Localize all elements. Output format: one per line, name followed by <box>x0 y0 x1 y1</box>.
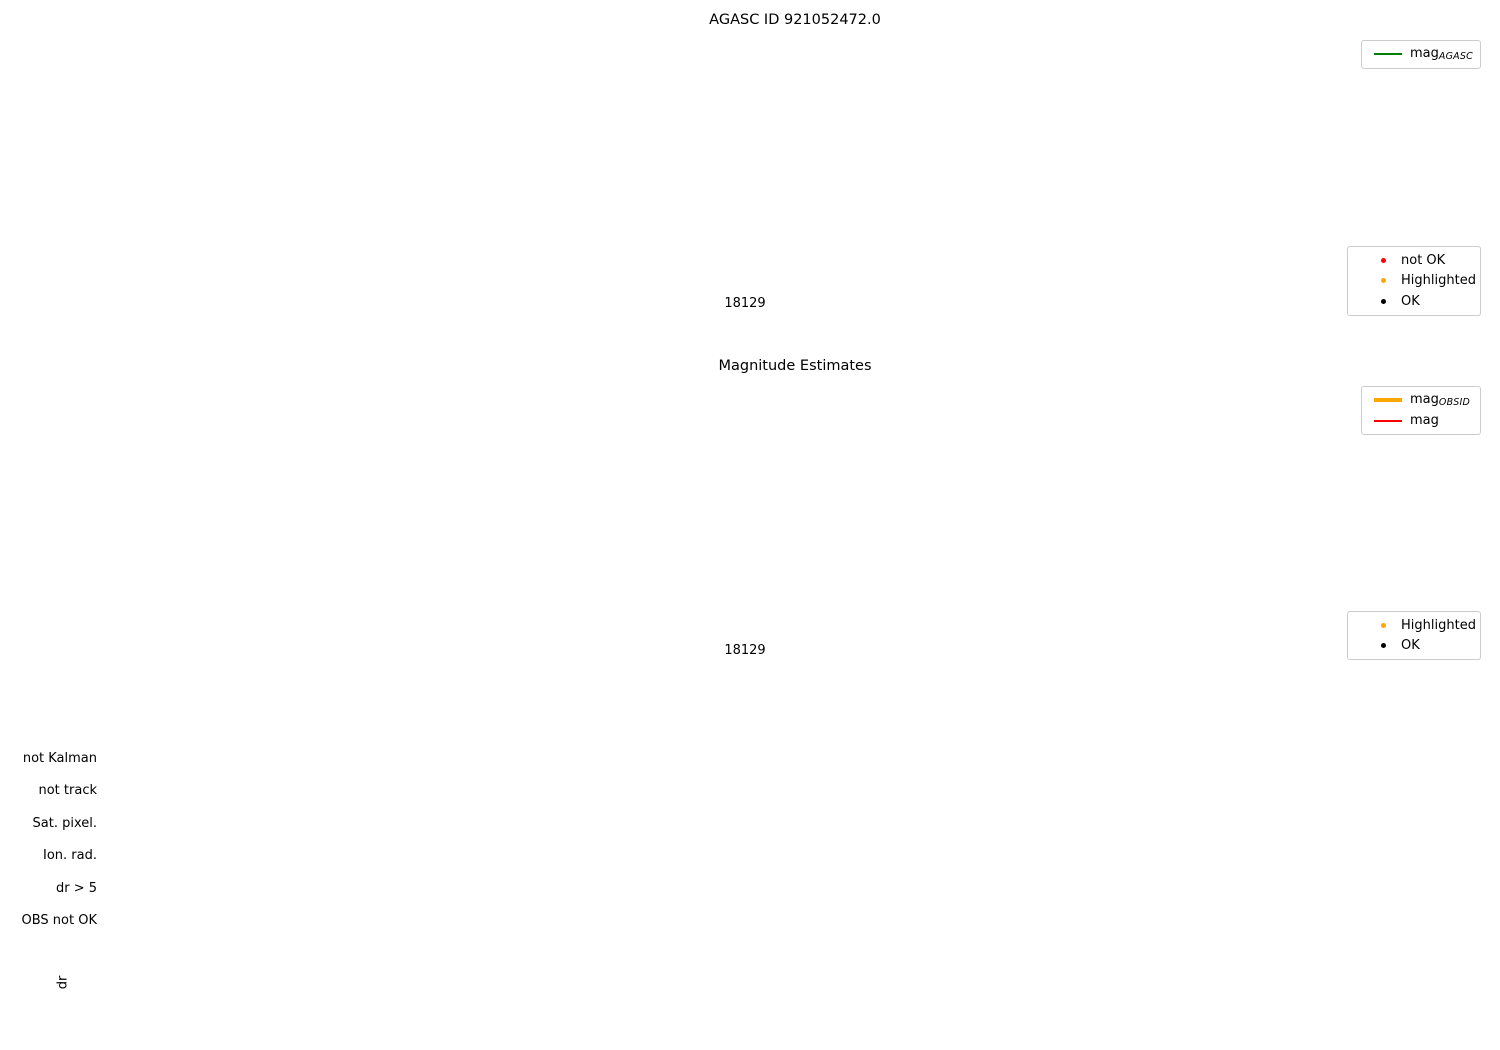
obsid-label-middle: 18129 <box>724 643 766 658</box>
orange-dot-icon <box>1381 622 1386 628</box>
legend-item-highlighted: Highlighted <box>1352 271 1476 292</box>
legend-item-ok: OK <box>1352 291 1476 312</box>
black-dot-icon <box>1381 643 1386 649</box>
middle-plot-title: Magnitude Estimates <box>718 358 872 374</box>
legend-label: OK <box>1401 293 1420 309</box>
legend-item-highlighted: Highlighted <box>1352 615 1476 636</box>
red-dot-icon <box>1381 257 1386 263</box>
legend-label: magOBSID <box>1410 392 1471 409</box>
legend-mag-lines: magOBSID mag <box>1361 386 1481 435</box>
legend-item-not-ok: not OK <box>1352 250 1476 271</box>
black-dot-icon <box>1381 298 1386 304</box>
flag-label-sat-pixel: Sat. pixel. <box>32 816 97 831</box>
dr-axis-label: dr <box>55 975 71 990</box>
flag-label-dr-gt-5: dr > 5 <box>55 881 97 896</box>
flag-label-ion-rad: Ion. rad. <box>43 848 97 863</box>
legend-label: Highlighted <box>1401 273 1476 289</box>
orange-line-sample <box>1374 398 1402 403</box>
legend-label: Highlighted <box>1401 617 1476 633</box>
legend-label: magAGASC <box>1410 46 1473 63</box>
flag-label-not-kalman: not Kalman <box>22 751 97 766</box>
red-line-sample <box>1374 419 1402 422</box>
legend-item-ok: OK <box>1352 636 1476 657</box>
legend-point-status-middle: Highlighted OK <box>1347 611 1481 660</box>
flag-label-obs-not-ok: OBS not OK <box>21 913 98 928</box>
legend-item-mag: mag <box>1366 411 1476 432</box>
top-plot-title: AGASC ID 921052472.0 <box>709 12 881 28</box>
orange-dot-icon <box>1381 278 1386 284</box>
legend-item-mag-obsid: magOBSID <box>1366 390 1476 411</box>
legend-point-status-top: not OK Highlighted OK <box>1347 246 1481 316</box>
obsid-label-top: 18129 <box>724 296 766 311</box>
legend-label: not OK <box>1401 252 1446 268</box>
flag-label-not-track: not track <box>38 783 97 798</box>
legend-label: mag <box>1410 413 1439 429</box>
green-line-sample <box>1374 53 1402 56</box>
legend-item-mag-agasc: magAGASC <box>1366 44 1476 65</box>
legend-label: OK <box>1401 638 1420 654</box>
legend-mag-agasc: magAGASC <box>1361 40 1481 69</box>
